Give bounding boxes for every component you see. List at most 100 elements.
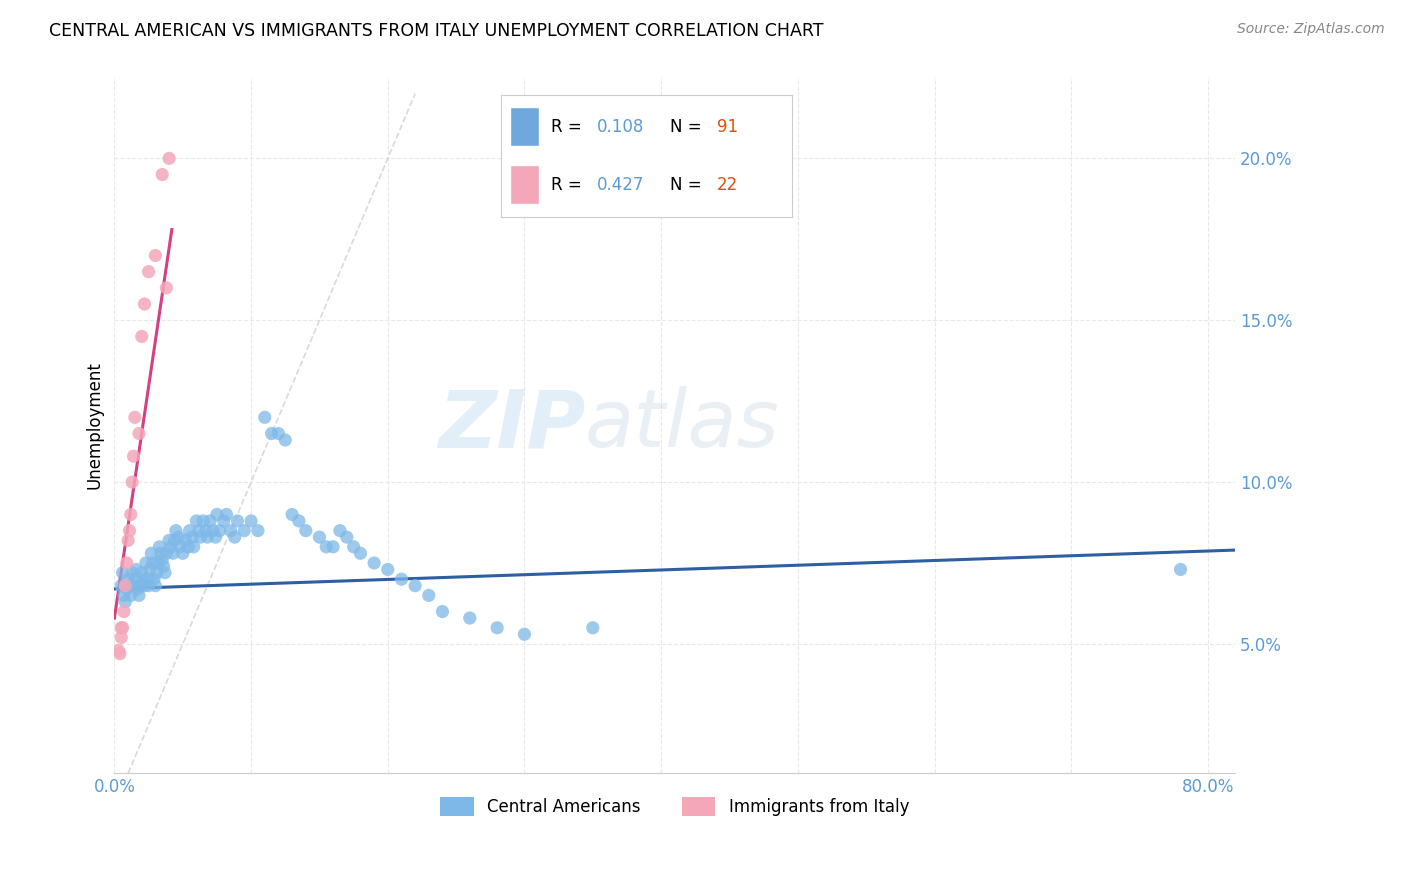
Point [418,588,440,602]
Point [377,562,399,576]
Point [132,572,155,586]
Point [432,605,454,619]
Point [183,540,205,554]
Point [404,579,426,593]
Y-axis label: Unemployment: Unemployment [86,361,103,490]
Point [135,556,157,570]
Point [186,514,208,528]
Point [115,582,138,596]
Point [124,410,146,425]
Point [204,530,226,544]
Point [159,540,181,554]
Point [188,524,211,538]
Point [107,643,129,657]
Point [110,631,132,645]
Point [342,540,364,554]
Point [224,530,246,544]
Point [114,579,136,593]
Point [233,524,256,538]
Point [391,572,413,586]
Point [145,579,167,593]
Point [195,530,218,544]
Point [110,621,132,635]
Point [118,579,141,593]
Point [117,572,139,586]
Point [121,566,143,580]
Point [110,579,132,593]
Point [165,524,187,538]
Point [274,433,297,447]
Point [121,475,143,489]
Point [142,556,165,570]
Point [163,533,186,548]
Point [146,566,169,580]
Point [134,297,156,311]
Point [349,546,371,560]
Point [120,588,142,602]
Point [190,530,212,544]
Point [157,152,180,166]
Point [108,647,131,661]
Point [155,281,177,295]
Point [134,579,156,593]
Point [153,566,176,580]
Point [308,530,330,544]
Point [167,530,190,544]
Point [128,588,150,602]
Point [174,533,197,548]
Point [155,546,177,560]
Point [177,540,200,554]
Point [205,508,228,522]
Point [125,562,148,576]
Point [162,546,184,560]
Point [240,514,263,528]
Point [136,572,159,586]
Point [179,524,201,538]
Point [112,588,135,602]
Point [246,524,269,538]
Point [128,426,150,441]
Point [150,168,173,182]
Point [122,449,145,463]
Point [458,611,481,625]
Point [131,566,153,580]
Point [208,524,231,538]
Point [157,533,180,548]
Text: ZIP: ZIP [437,386,585,465]
Point [219,524,242,538]
Point [329,524,352,538]
Point [281,508,304,522]
Point [143,572,166,586]
Point [127,582,149,596]
Text: atlas: atlas [585,386,780,465]
Point [486,621,509,635]
Legend: Central Americans, Immigrants from Italy: Central Americans, Immigrants from Italy [432,789,918,824]
Point [267,426,290,441]
Point [139,562,162,576]
Text: CENTRAL AMERICAN VS IMMIGRANTS FROM ITALY UNEMPLOYMENT CORRELATION CHART: CENTRAL AMERICAN VS IMMIGRANTS FROM ITAL… [49,22,824,40]
Point [294,524,316,538]
Point [1170,562,1192,576]
Point [582,621,605,635]
Point [212,514,235,528]
Point [336,530,359,544]
Point [253,410,276,425]
Point [148,540,170,554]
Point [172,546,194,560]
Point [152,559,174,574]
Point [115,556,138,570]
Point [260,426,283,441]
Point [198,514,221,528]
Point [145,248,167,262]
Point [111,566,134,580]
Point [118,524,141,538]
Point [112,605,135,619]
Point [117,533,139,548]
Point [288,514,311,528]
Point [169,540,191,554]
Point [195,524,218,538]
Point [124,572,146,586]
Point [193,514,215,528]
Point [363,556,385,570]
Point [111,621,134,635]
